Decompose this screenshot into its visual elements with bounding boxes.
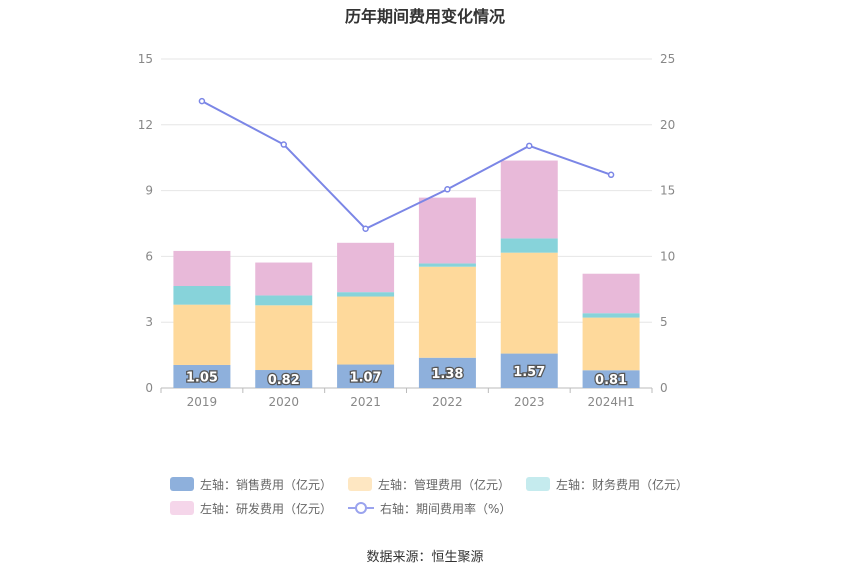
bar-segment [500,353,558,388]
line-point [444,186,451,193]
x-axis-tick-label: 2019 [187,395,218,409]
line-point [607,171,615,179]
legend-swatch-rate [348,502,375,514]
x-axis-tick-label: 2022 [432,395,463,409]
bar-segment [255,370,313,388]
bar-segment [255,262,313,296]
right-axis-tick-label: 10 [660,249,675,263]
source-note: 数据来源：恒生聚源 [366,550,484,565]
bar-segment [418,263,476,267]
left-axis-tick-label: 15 [138,52,153,66]
legend-item-admin[interactable]: 左轴：管理费用（亿元） [348,476,510,493]
bar-segment [337,296,395,365]
bar-segment [582,313,640,318]
line-point [362,225,369,233]
bar-segment [418,266,476,358]
legend-item-rate[interactable]: 右轴：期间费用率（%） [348,500,511,517]
bar-segment [500,160,558,239]
right-axis-tick-label: 15 [660,184,675,198]
bar-segment [173,286,231,305]
left-axis-tick-label: 3 [145,315,153,329]
right-axis-tick-label: 25 [660,52,675,66]
bar-segment [173,304,231,365]
left-axis-tick-label: 0 [145,381,153,395]
right-axis-tick-label: 5 [660,315,668,329]
legend-label-rnd: 左轴：研发费用（亿元） [200,501,333,516]
left-axis-tick-label: 6 [145,249,153,263]
chart-plot: 0 3 6 9 12 15 0 5 10 15 20 25 2019 2020 2021 2022 2023 20… [138,52,676,409]
bar-segment [173,250,231,287]
legend-item-finance[interactable]: 左轴：财务费用（亿元） [526,476,688,493]
legend-swatch-finance [526,477,551,491]
legend-swatch-sales [170,477,194,491]
x-axis-tick-label: 2023 [514,395,545,409]
bar-data-label: 1.57 [513,365,545,380]
legend-label-sales: 左轴：销售费用（亿元） [200,477,333,492]
legend-swatch-rnd [170,501,194,515]
bar-data-label: 1.07 [350,370,382,385]
bar-data-label: 1.38 [431,367,463,382]
bar-segment [500,252,558,354]
line-series-rate [201,100,612,230]
bar-segment [337,364,395,388]
line-point [198,97,206,105]
bar-segment [582,370,640,388]
bar-data-label: 0.82 [268,373,300,388]
legend-item-sales[interactable]: 左轴：销售费用（亿元） [170,476,332,493]
bar-segment [337,242,395,293]
bar-segment [255,305,313,371]
legend-label-rate: 右轴：期间费用率（%） [380,501,512,516]
bar-segment [337,292,395,297]
legend-item-rnd[interactable]: 左轴：研发费用（亿元） [170,500,332,517]
bar-data-label: 0.81 [595,373,627,388]
line-point [526,142,533,150]
x-axis-tick-label: 2020 [268,395,299,409]
bar-segment [582,317,640,371]
bar-data-label: 1.05 [186,370,218,385]
chart-title: 历年期间费用变化情况 [344,7,505,26]
bar-segment [255,295,313,306]
x-axis-tick-label: 2024H1 [587,395,634,409]
left-axis-tick-label: 12 [138,118,153,132]
line-point [280,141,287,148]
bar-segment [500,238,558,253]
left-axis-tick-label: 9 [145,184,153,198]
legend-swatch-admin [348,477,373,491]
bar-segment [418,197,476,264]
legend-label-admin: 左轴：管理费用（亿元） [378,477,511,492]
bar-segment [582,273,640,314]
x-axis-tick-label: 2021 [350,395,381,409]
bar-segment [418,357,476,388]
right-axis-tick-label: 20 [660,118,675,132]
right-axis-tick-label: 0 [660,381,668,395]
legend: 左轴：销售费用（亿元） 左轴：管理费用（亿元） 左轴：财务费用（亿元） 左轴：研… [170,472,690,520]
legend-label-finance: 左轴：财务费用（亿元） [556,477,689,492]
bar-segment [173,364,231,388]
